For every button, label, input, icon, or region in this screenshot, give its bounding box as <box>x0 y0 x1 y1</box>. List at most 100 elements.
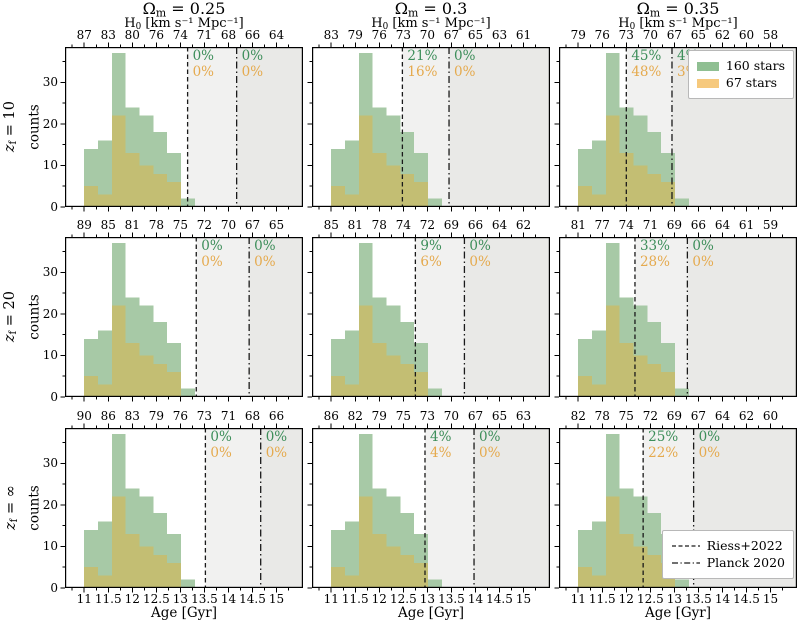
age-tick-label: 11.5 <box>94 592 122 606</box>
age-tick-label: 12 <box>618 592 634 606</box>
math-rest: = 0.3 <box>418 0 468 18</box>
hist-bar-green <box>358 243 373 306</box>
shade-region-beyond <box>449 47 550 207</box>
pct-riess-orange-label: 22% <box>648 445 679 461</box>
age-tick-label: 13 <box>419 592 436 606</box>
age-axis-label: Age [Gyr] <box>150 605 218 621</box>
h0-tick-label: 63 <box>515 409 532 423</box>
hist-bar-green <box>605 243 620 306</box>
hist-bar-overlap <box>153 554 168 588</box>
math-rest: = ∞ <box>2 485 19 520</box>
hist-bar-overlap <box>661 372 675 397</box>
legend-swatch-green <box>696 61 719 71</box>
pct-riess-orange-label: 6% <box>420 254 442 270</box>
hist-bar-overlap <box>386 546 401 588</box>
pct-riess-green-label: 45% <box>631 48 662 64</box>
hist-bar-overlap <box>153 363 168 397</box>
math-base: H <box>124 16 136 31</box>
h0-tick-label: 70 <box>642 28 658 42</box>
h0-tick-label: 89 <box>76 218 92 232</box>
shade-region-beyond <box>464 237 550 397</box>
h0-tick-label: 69 <box>666 218 683 232</box>
hist-bar-green <box>98 140 112 195</box>
h0-tick-label: 69 <box>666 409 683 423</box>
age-tick-label: 13.5 <box>191 592 218 606</box>
h0-tick-label: 76 <box>594 28 610 42</box>
axis-ticks <box>307 232 537 402</box>
column-title-omega-m: Ωm = 0.25 <box>65 0 303 21</box>
hist-bar-green <box>372 297 387 343</box>
h0-tick-label: 75 <box>395 409 411 423</box>
h0-tick-label: 78 <box>594 409 610 423</box>
math-subscript: 0 <box>382 21 389 32</box>
axis-ticks <box>307 423 537 593</box>
pct-riess-green-label: 25% <box>648 429 679 445</box>
reference-lines-legend: Riess+2022 Planck 2020 <box>661 530 794 579</box>
hist-bar-green <box>578 148 593 187</box>
hist-bar-green <box>180 198 195 207</box>
h0-tick-label: 79 <box>371 409 387 423</box>
hist-bar-overlap <box>84 567 99 588</box>
h0-tick-label: 64 <box>714 218 731 232</box>
age-axis-label: Age [Gyr] <box>397 605 465 621</box>
column-title-omega-m: Ωm = 0.3 <box>312 0 550 21</box>
h0-tick-label: 73 <box>419 409 436 423</box>
h0-tick-label: 75 <box>172 218 189 232</box>
hist-bar-overlap <box>592 384 606 397</box>
legend-label: 67 stars <box>725 75 778 90</box>
math-subscript: m <box>649 6 661 20</box>
hist-bar-green <box>98 330 112 385</box>
legend-label: 160 stars <box>725 58 785 73</box>
pct-planck-green-label: 0% <box>454 48 476 64</box>
hist-bar-overlap <box>345 575 359 588</box>
math-rest: = 0.35 <box>660 0 720 18</box>
h0-tick-label: 74 <box>172 28 189 42</box>
lines-legend-entry: Planck 2020 <box>671 556 785 570</box>
age-tick-label: 11.5 <box>588 592 616 606</box>
lines-legend-entry: Riess+2022 <box>671 539 785 553</box>
legend-swatch-orange <box>696 78 719 88</box>
row-label-zf: zf = 10 <box>2 47 20 207</box>
counts-ylabel-text: counts <box>27 485 43 531</box>
hist-bar-overlap <box>661 182 675 207</box>
histogram-panel-zf3-om3: 25% 22% 0% 0% Riess+2022 Planck 2020 <box>554 423 798 593</box>
h0-tick-label: 72 <box>196 218 213 232</box>
h0-tick-label: 63 <box>491 28 508 42</box>
h0-tick-label: 65 <box>690 28 707 42</box>
h0-tick-label: 76 <box>371 28 387 42</box>
hist-bar-green <box>427 198 442 207</box>
pct-riess-green-label: 33% <box>639 238 670 254</box>
hist-bar-overlap <box>139 165 154 207</box>
h0-tick-label: 86 <box>323 409 339 423</box>
hist-bar-overlap <box>331 376 346 397</box>
hist-bar-overlap <box>331 567 346 588</box>
panel-border <box>559 428 798 589</box>
hist-bar-green <box>372 107 387 153</box>
legend-label: Riess+2022 <box>706 538 783 553</box>
hist-bar-overlap <box>633 165 648 207</box>
pct-riess-orange-label: 0% <box>192 64 215 80</box>
hist-bar-green <box>111 243 126 306</box>
histogram-svg <box>554 232 798 402</box>
hist-bar-green <box>578 529 593 568</box>
hist-bar-green <box>592 140 606 195</box>
histogram-svg <box>60 423 304 593</box>
hist-bar-overlap <box>578 567 593 588</box>
h0-tick-label: 75 <box>618 409 634 423</box>
hist-bar-green <box>331 338 346 377</box>
h0-tick-label: 66 <box>690 218 707 232</box>
hist-bar-overlap <box>414 563 428 588</box>
h0-tick-label: 70 <box>220 218 237 232</box>
h0-tick-label: 60 <box>762 409 779 423</box>
math-base: Ω <box>142 0 156 18</box>
age-tick-label: 14 <box>220 592 237 606</box>
shade-region-between <box>424 428 475 588</box>
hist-bar-green <box>111 53 126 116</box>
h0-tick-label: 67 <box>666 28 683 42</box>
pct-planck-orange-label: 0% <box>469 254 491 270</box>
hist-bar-overlap <box>619 533 634 588</box>
hist-bar-overlap <box>153 173 168 207</box>
hist-bar-overlap <box>400 554 415 588</box>
hist-bar-green <box>386 496 401 547</box>
math-subscript: 0 <box>135 21 142 32</box>
